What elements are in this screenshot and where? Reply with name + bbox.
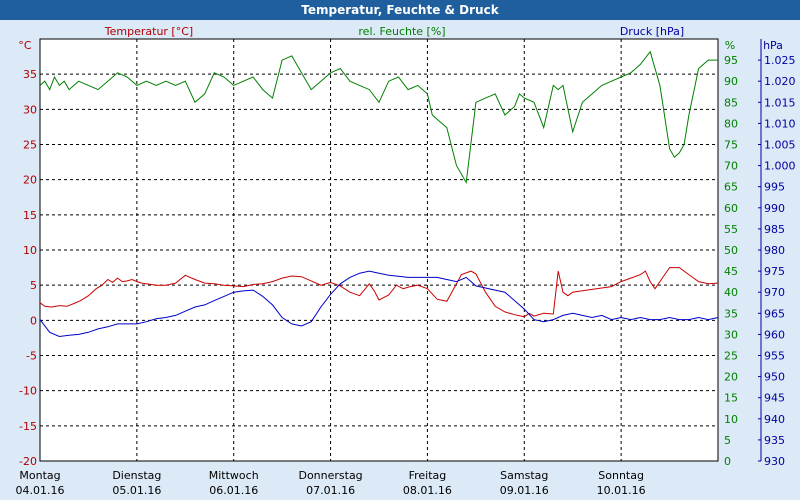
middle-tick-label: 35 (724, 307, 738, 320)
left-tick-label: 5 (30, 279, 37, 292)
right-axis-label: Druck [hPa] (620, 25, 684, 38)
right-tick-label: 990 (764, 202, 785, 215)
right-tick-label: 935 (764, 434, 785, 447)
right-tick-label: 930 (764, 455, 785, 468)
x-day-label: Montag (19, 469, 60, 482)
x-date-label: 05.01.16 (112, 484, 161, 497)
x-day-label: Dienstag (112, 469, 161, 482)
x-date-label: 07.01.16 (306, 484, 355, 497)
left-tick-label: 25 (23, 139, 37, 152)
right-tick-label: 1.010 (764, 117, 796, 130)
middle-tick-label: 0 (724, 455, 731, 468)
middle-tick-label: 10 (724, 413, 738, 426)
chart-title: Temperatur, Feuchte & Druck (301, 3, 499, 17)
middle-tick-label: 95 (724, 54, 738, 67)
right-tick-label: 960 (764, 328, 785, 341)
middle-tick-label: 75 (724, 139, 738, 152)
right-tick-label: 1.005 (764, 139, 796, 152)
right-tick-label: 1.020 (764, 75, 796, 88)
x-day-label: Mittwoch (209, 469, 259, 482)
right-tick-label: 955 (764, 350, 785, 363)
right-tick-label: 1.015 (764, 96, 796, 109)
middle-tick-label: 60 (724, 202, 738, 215)
right-tick-label: 995 (764, 181, 785, 194)
middle-tick-label: 20 (724, 371, 738, 384)
left-tick-label: 0 (30, 314, 37, 327)
middle-tick-label: 25 (724, 350, 738, 363)
right-tick-label: 1.025 (764, 54, 796, 67)
left-tick-label: -10 (19, 385, 37, 398)
series-line-middle (39, 50, 718, 185)
middle-tick-label: 85 (724, 96, 738, 109)
x-day-label: Samstag (500, 469, 548, 482)
left-tick-label: 15 (23, 209, 37, 222)
left-tick-label: -20 (19, 455, 37, 468)
x-day-label: Donnerstag (298, 469, 362, 482)
right-axis-unit: hPa (763, 39, 783, 52)
left-tick-label: -5 (26, 350, 37, 363)
series-line-right (39, 270, 719, 338)
x-date-label: 06.01.16 (209, 484, 258, 497)
left-tick-label: 30 (23, 103, 37, 116)
left-axis-label: Temperatur [°C] (104, 25, 193, 38)
x-date-label: 09.01.16 (500, 484, 549, 497)
series-line-left (39, 267, 719, 318)
middle-tick-label: 15 (724, 392, 738, 405)
middle-axis-label: rel. Feuchte [%] (358, 25, 445, 38)
right-tick-label: 945 (764, 392, 785, 405)
x-date-label: 08.01.16 (403, 484, 452, 497)
middle-tick-label: 70 (724, 160, 738, 173)
x-date-label: 10.01.16 (597, 484, 646, 497)
right-tick-label: 985 (764, 223, 785, 236)
left-axis-unit: °C (18, 39, 32, 52)
middle-tick-label: 45 (724, 265, 738, 278)
right-tick-label: 1.000 (764, 160, 796, 173)
right-tick-label: 940 (764, 413, 785, 426)
middle-tick-label: 65 (724, 181, 738, 194)
x-date-label: 04.01.16 (16, 484, 65, 497)
x-day-label: Sonntag (598, 469, 644, 482)
left-tick-label: 35 (23, 68, 37, 81)
right-tick-label: 970 (764, 286, 785, 299)
middle-tick-label: 90 (724, 75, 738, 88)
middle-tick-label: 55 (724, 223, 738, 236)
title-bar (0, 0, 800, 20)
right-tick-label: 980 (764, 244, 785, 257)
right-tick-label: 975 (764, 265, 785, 278)
left-tick-label: -15 (19, 420, 37, 433)
middle-axis-unit: % (725, 39, 735, 52)
middle-tick-label: 5 (724, 434, 731, 447)
right-tick-label: 965 (764, 307, 785, 320)
x-day-label: Freitag (409, 469, 447, 482)
left-tick-label: 20 (23, 174, 37, 187)
middle-tick-label: 30 (724, 328, 738, 341)
middle-tick-label: 40 (724, 286, 738, 299)
left-tick-label: 10 (23, 244, 37, 257)
middle-tick-label: 80 (724, 117, 738, 130)
right-tick-label: 950 (764, 371, 785, 384)
middle-tick-label: 50 (724, 244, 738, 257)
